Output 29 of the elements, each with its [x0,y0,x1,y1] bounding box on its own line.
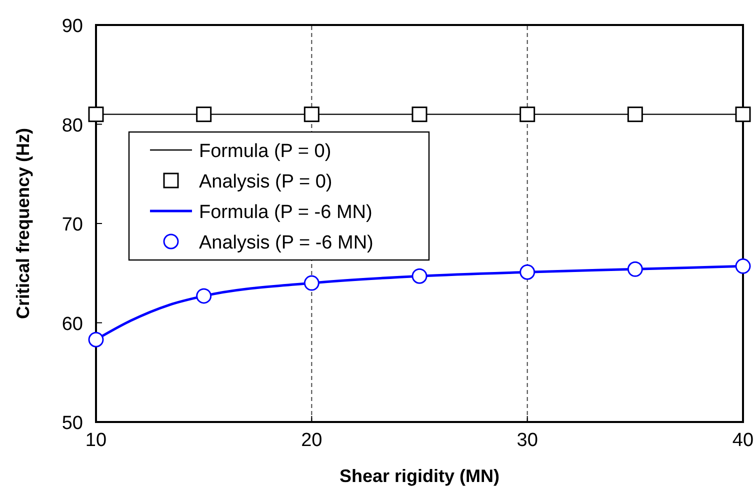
x-axis-title: Shear rigidity (MN) [339,466,500,486]
x-tick-label: 20 [301,430,322,451]
y-axis-title: Critical frequency (Hz) [13,128,33,320]
legend-label: Analysis (P = 0) [199,172,332,192]
legend-label: Analysis (P = -6 MN) [199,232,374,254]
point [304,275,320,291]
point [88,106,104,122]
point [520,264,536,280]
point [735,106,751,122]
x-tick-label: 30 [516,430,538,451]
x-tick-label: 40 [732,430,754,451]
legend-label: Formula (P = 0) [199,141,332,162]
x-tick-label: 10 [85,430,107,451]
point [627,261,643,277]
y-tick-label: 70 [62,214,83,236]
point [627,106,643,122]
y-tick-label: 60 [62,314,83,335]
y-tick-label: 50 [62,413,83,434]
y-tick-label: 80 [62,115,83,136]
point [196,288,212,304]
y-tick-label: 90 [62,16,83,37]
point [304,106,320,122]
legend-label: Formula (P = -6 MN) [199,202,372,223]
point [520,106,536,122]
point [412,268,428,284]
point [88,332,104,348]
point [196,106,212,122]
point [735,258,751,274]
point [412,106,428,122]
